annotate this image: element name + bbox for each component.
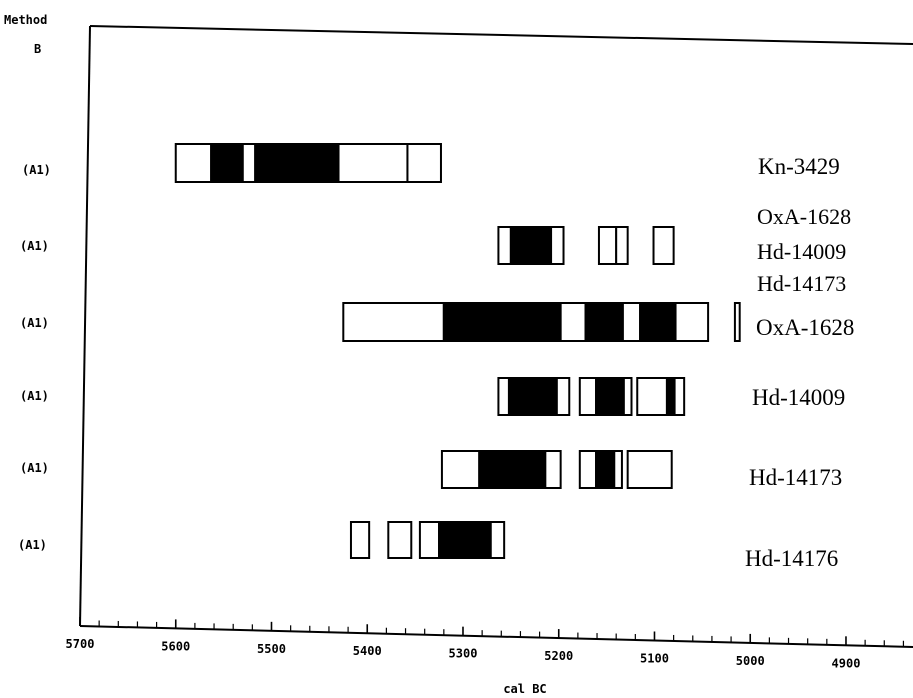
range-segment-open [544, 450, 562, 489]
range-segment-open [337, 143, 409, 183]
row-label: (A1) [20, 389, 49, 403]
x-tick-label: 5300 [449, 647, 478, 661]
range-segment-open [597, 226, 618, 265]
range-segment-solid [665, 377, 676, 416]
plot-frame [79, 25, 913, 627]
range-segment-solid [509, 226, 553, 265]
range-segment-open [613, 450, 623, 489]
range-segment-open [578, 450, 598, 489]
range-segment-open [673, 377, 686, 416]
x-axis-title: cal BC [503, 682, 546, 696]
x-axis-ticks [79, 617, 905, 647]
x-tick-label: 4900 [832, 656, 861, 670]
sample-label: Kn-3429 [758, 154, 840, 179]
sample-label: OxA-1628 [756, 315, 854, 340]
method-label-line2: B [34, 42, 41, 56]
range-segment-open [615, 226, 629, 265]
range-segment-open [621, 302, 642, 342]
range-segment-solid [478, 450, 547, 489]
range-segment-open [550, 226, 565, 265]
x-tick-label: 5000 [736, 654, 765, 668]
combined-label-1: OxA-1628 [757, 204, 851, 229]
range-bars [174, 143, 741, 559]
range-segment-open [652, 226, 675, 265]
sample-label: Hd-14173 [749, 465, 842, 490]
row-label: (A1) [20, 239, 49, 253]
range-segment-open [578, 377, 598, 416]
row-label: (A1) [20, 316, 49, 330]
x-axis-tick-labels: 5700 5600 5500 5400 5300 5200 5100 5000 4900 [66, 637, 861, 670]
row-label: (A1) [20, 461, 49, 475]
range-segment-solid [507, 377, 558, 416]
range-segment-solid [442, 302, 562, 342]
combined-label-2: Hd-14009 [757, 239, 846, 264]
combined-label-3: Hd-14173 [757, 271, 846, 296]
method-label-line1: Method [4, 13, 47, 27]
range-segment-open [733, 302, 741, 342]
x-tick-label: 5600 [161, 639, 190, 653]
range-segment-solid [639, 302, 677, 342]
x-tick-label: 5400 [353, 644, 382, 658]
x-tick-label: 5100 [640, 651, 669, 665]
range-segment-solid [595, 377, 625, 416]
x-tick-label: 5200 [544, 649, 573, 663]
range-segment-open [622, 377, 633, 416]
range-segment-open [489, 521, 506, 559]
range-segment-open [497, 377, 510, 416]
range-segment-open [559, 302, 587, 342]
frame-left-edge [79, 25, 91, 627]
range-segment-open [497, 226, 512, 265]
range-segment-open [241, 143, 257, 183]
range-segment-open [555, 377, 571, 416]
range-segment-solid [595, 450, 616, 489]
range-segment-open [349, 521, 371, 559]
range-segment-open [418, 521, 441, 559]
row-labels: (A1) (A1) (A1) (A1) (A1) (A1) [18, 163, 51, 552]
x-axis-line [79, 625, 913, 648]
range-segment-open [626, 450, 673, 489]
x-axis: 5700 5600 5500 5400 5300 5200 5100 5000 4900 cal… [66, 617, 913, 696]
range-segment-open [440, 450, 481, 489]
range-segment-solid [254, 143, 340, 183]
range-segment-open [636, 377, 668, 416]
range-segment-open [342, 302, 445, 342]
sample-label: Hd-14009 [752, 385, 845, 410]
range-segment-open [674, 302, 710, 342]
range-segment-solid [210, 143, 244, 183]
x-tick-label: 5500 [257, 642, 286, 656]
sample-label: Hd-14176 [745, 546, 838, 571]
row-label: (A1) [22, 163, 51, 177]
range-segment-open [387, 521, 413, 559]
x-tick-label: 5700 [66, 637, 95, 651]
range-segment-solid [438, 521, 492, 559]
range-segment-open [174, 143, 213, 183]
row-label: (A1) [18, 538, 47, 552]
range-segment-open [406, 143, 442, 183]
frame-top-edge [89, 25, 913, 45]
sample-labels: OxA-1628 Hd-14009 Hd-14173 Kn-3429 OxA-16… [745, 154, 854, 571]
range-segment-solid [584, 302, 624, 342]
